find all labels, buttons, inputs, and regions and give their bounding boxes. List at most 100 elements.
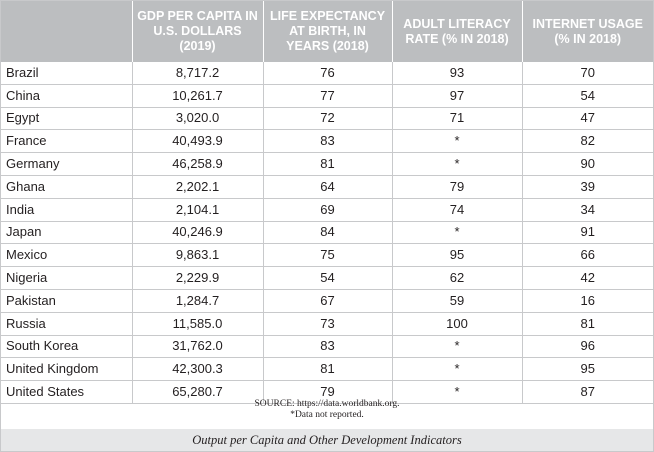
cell-literacy: 93	[391, 62, 522, 85]
cell-gdp: 65,280.7	[131, 380, 263, 404]
cell-country: Japan	[1, 221, 132, 245]
table-row: France 40,493.9 83 * 82	[1, 129, 653, 154]
cell-country: Ghana	[1, 175, 132, 199]
cell-country: United States	[1, 380, 132, 404]
table-row: India 2,104.1 69 74 34	[1, 198, 653, 222]
cell-internet: 34	[521, 198, 653, 222]
cell-literacy: 100	[391, 312, 522, 336]
source-block: SOURCE: https://data.worldbank.org. *Dat…	[1, 399, 653, 421]
header-gdp-label: GDP PER CAPITA IN U.S. DOLLARS (2019)	[137, 9, 258, 53]
footnote: *Data not reported.	[290, 410, 364, 420]
cell-gdp: 46,258.9	[131, 152, 263, 176]
cell-internet: 87	[521, 380, 653, 404]
cell-country: South Korea	[1, 335, 132, 359]
cell-country: United Kingdom	[1, 357, 132, 382]
cell-literacy: 74	[391, 198, 522, 222]
cell-literacy: *	[391, 129, 522, 154]
caption-bar: Output per Capita and Other Development …	[1, 429, 653, 451]
cell-internet: 66	[521, 243, 653, 268]
table-row: Russia 11,585.0 73 100 81	[1, 312, 653, 336]
table-row: Mexico 9,863.1 75 95 66	[1, 243, 653, 268]
cell-internet: 70	[521, 62, 653, 85]
header-life-label: LIFE EXPECTANCY AT BIRTH, IN YEARS (2018…	[269, 9, 386, 53]
header-country	[1, 1, 132, 62]
cell-country: Nigeria	[1, 266, 132, 290]
cell-literacy: 79	[391, 175, 522, 199]
header-internet-label: INTERNET USAGE (% IN 2018)	[532, 16, 643, 46]
cell-country: Pakistan	[1, 289, 132, 313]
cell-gdp: 1,284.7	[131, 289, 263, 313]
cell-gdp: 10,261.7	[131, 84, 263, 108]
cell-literacy: *	[391, 335, 522, 359]
cell-internet: 47	[521, 107, 653, 131]
header-literacy-label: ADULT LITERACY RATE (% IN 2018)	[403, 16, 511, 46]
table-row: Egypt 3,020.0 72 71 47	[1, 107, 653, 131]
cell-literacy: 71	[391, 107, 522, 131]
table-row: United Kingdom 42,300.3 81 * 95	[1, 357, 653, 382]
table-row: China 10,261.7 77 97 54	[1, 84, 653, 108]
cell-life-expectancy: 54	[262, 266, 392, 290]
cell-life-expectancy: 81	[262, 152, 392, 176]
cell-country: Egypt	[1, 107, 132, 131]
cell-life-expectancy: 83	[262, 335, 392, 359]
cell-life-expectancy: 72	[262, 107, 392, 131]
cell-life-expectancy: 81	[262, 357, 392, 382]
cell-life-expectancy: 75	[262, 243, 392, 268]
cell-internet: 16	[521, 289, 653, 313]
cell-gdp: 42,300.3	[131, 357, 263, 382]
cell-life-expectancy: 69	[262, 198, 392, 222]
cell-internet: 91	[521, 221, 653, 245]
cell-literacy: 59	[391, 289, 522, 313]
cell-gdp: 2,202.1	[131, 175, 263, 199]
header-gdp: GDP PER CAPITA IN U.S. DOLLARS (2019)	[131, 1, 263, 62]
header-internet: INTERNET USAGE (% IN 2018)	[521, 1, 653, 62]
cell-literacy: 62	[391, 266, 522, 290]
cell-gdp: 2,229.9	[131, 266, 263, 290]
cell-literacy: *	[391, 152, 522, 176]
cell-country: Brazil	[1, 62, 132, 85]
cell-gdp: 40,493.9	[131, 129, 263, 154]
cell-life-expectancy: 84	[262, 221, 392, 245]
cell-life-expectancy: 64	[262, 175, 392, 199]
cell-life-expectancy: 67	[262, 289, 392, 313]
cell-literacy: *	[391, 380, 522, 404]
cell-life-expectancy: 77	[262, 84, 392, 108]
cell-internet: 54	[521, 84, 653, 108]
cell-gdp: 2,104.1	[131, 198, 263, 222]
cell-gdp: 11,585.0	[131, 312, 263, 336]
indicator-table: GDP PER CAPITA IN U.S. DOLLARS (2019) LI…	[1, 1, 653, 404]
caption: Output per Capita and Other Development …	[192, 433, 462, 447]
cell-life-expectancy: 76	[262, 62, 392, 85]
header-row: GDP PER CAPITA IN U.S. DOLLARS (2019) LI…	[1, 1, 653, 62]
cell-gdp: 9,863.1	[131, 243, 263, 268]
source-note: SOURCE: https://data.worldbank.org.	[254, 399, 400, 409]
header-life-expectancy: LIFE EXPECTANCY AT BIRTH, IN YEARS (2018…	[262, 1, 392, 62]
cell-internet: 96	[521, 335, 653, 359]
table-row: Nigeria 2,229.9 54 62 42	[1, 266, 653, 290]
table-body: Brazil 8,717.2 76 93 70 China 10,261.7 77 97 54 Eg…	[1, 62, 653, 404]
cell-life-expectancy: 83	[262, 129, 392, 154]
table-row: Pakistan 1,284.7 67 59 16	[1, 289, 653, 313]
cell-country: Russia	[1, 312, 132, 336]
cell-gdp: 8,717.2	[131, 62, 263, 85]
table-row: Germany 46,258.9 81 * 90	[1, 152, 653, 176]
table-row: United States 65,280.7 79 * 87	[1, 380, 653, 404]
cell-life-expectancy: 79	[262, 380, 392, 404]
cell-internet: 95	[521, 357, 653, 382]
cell-gdp: 31,762.0	[131, 335, 263, 359]
cell-literacy: *	[391, 357, 522, 382]
cell-country: Mexico	[1, 243, 132, 268]
cell-literacy: *	[391, 221, 522, 245]
cell-gdp: 3,020.0	[131, 107, 263, 131]
cell-gdp: 40,246.9	[131, 221, 263, 245]
cell-life-expectancy: 73	[262, 312, 392, 336]
table-row: South Korea 31,762.0 83 * 96	[1, 335, 653, 359]
table-row: Brazil 8,717.2 76 93 70	[1, 62, 653, 85]
cell-country: India	[1, 198, 132, 222]
header-literacy: ADULT LITERACY RATE (% IN 2018)	[391, 1, 522, 62]
cell-internet: 42	[521, 266, 653, 290]
cell-literacy: 97	[391, 84, 522, 108]
cell-internet: 81	[521, 312, 653, 336]
cell-country: China	[1, 84, 132, 108]
